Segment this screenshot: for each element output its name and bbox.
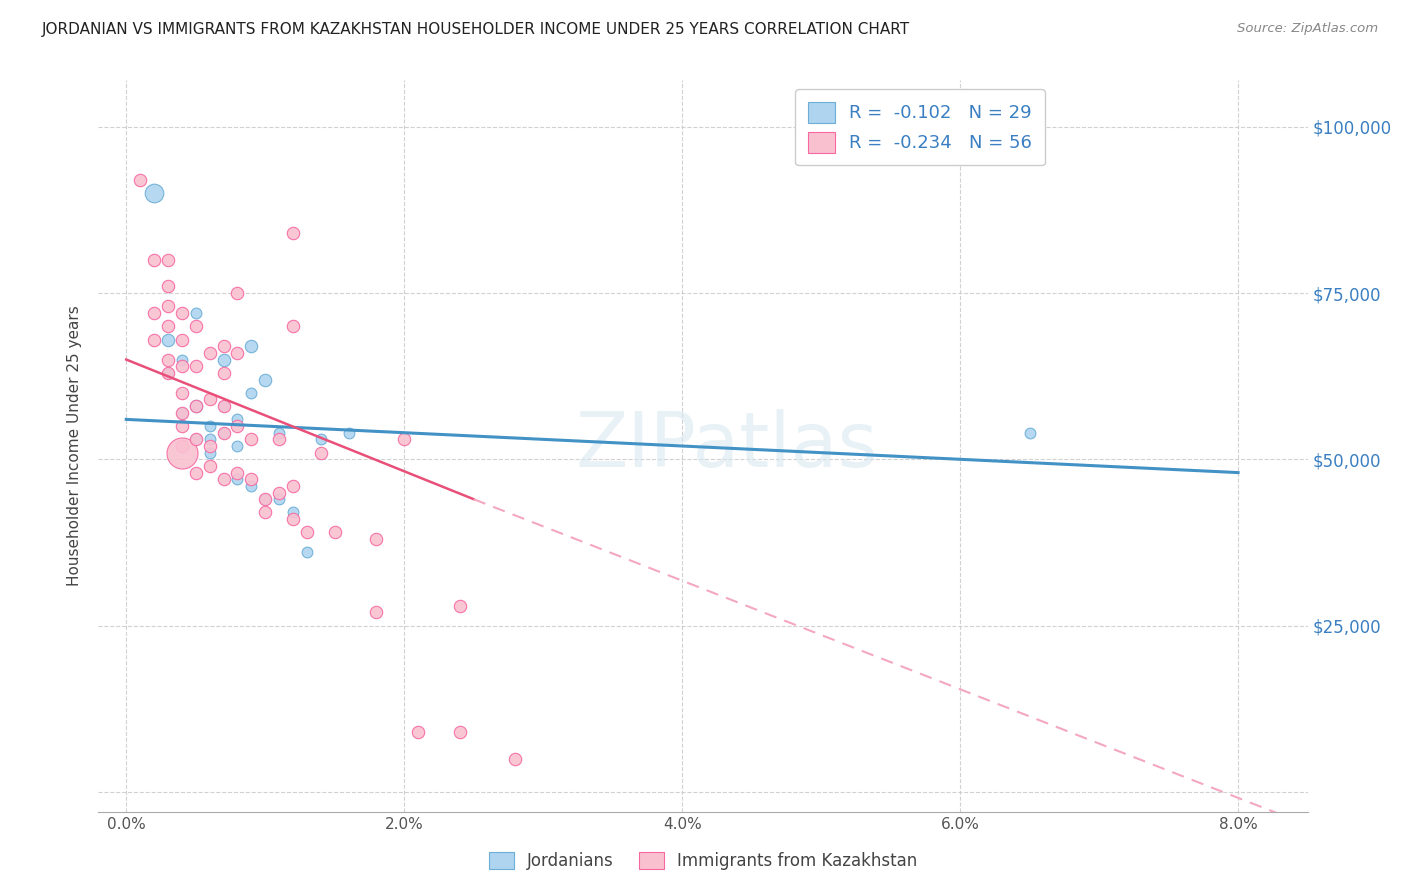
Point	[337, 425, 360, 440]
Point	[156, 252, 179, 267]
Point	[366, 605, 388, 619]
Point	[295, 525, 318, 540]
Point	[170, 406, 193, 420]
Point	[269, 492, 291, 507]
Point	[198, 433, 221, 447]
Point	[212, 366, 235, 380]
Point	[392, 433, 415, 447]
Point	[449, 599, 471, 613]
Point	[143, 306, 166, 320]
Point	[240, 339, 263, 353]
Point	[198, 346, 221, 360]
Point	[212, 472, 235, 486]
Point	[198, 458, 221, 473]
Point	[170, 419, 193, 434]
Point	[184, 359, 207, 374]
Point	[240, 385, 263, 400]
Point	[1018, 425, 1040, 440]
Point	[156, 279, 179, 293]
Point	[269, 433, 291, 447]
Point	[212, 399, 235, 413]
Point	[143, 333, 166, 347]
Point	[170, 333, 193, 347]
Point	[184, 306, 207, 320]
Y-axis label: Householder Income Under 25 years: Householder Income Under 25 years	[67, 306, 83, 586]
Point	[170, 406, 193, 420]
Point	[240, 472, 263, 486]
Point	[198, 445, 221, 459]
Point	[212, 339, 235, 353]
Point	[184, 433, 207, 447]
Point	[269, 425, 291, 440]
Point	[156, 366, 179, 380]
Point	[309, 445, 332, 459]
Point	[156, 366, 179, 380]
Point	[254, 372, 277, 386]
Point	[198, 392, 221, 407]
Point	[170, 439, 193, 453]
Point	[295, 545, 318, 559]
Point	[170, 385, 193, 400]
Point	[240, 433, 263, 447]
Point	[212, 425, 235, 440]
Point	[156, 333, 179, 347]
Text: ZIPatlas: ZIPatlas	[576, 409, 879, 483]
Point	[129, 173, 152, 187]
Point	[309, 433, 332, 447]
Point	[281, 479, 304, 493]
Point	[269, 485, 291, 500]
Point	[170, 352, 193, 367]
Point	[449, 725, 471, 739]
Point	[226, 286, 249, 301]
Point	[143, 186, 166, 201]
Point	[184, 433, 207, 447]
Point	[281, 512, 304, 526]
Point	[198, 419, 221, 434]
Point	[281, 319, 304, 334]
Point	[226, 466, 249, 480]
Point	[156, 299, 179, 313]
Point	[212, 352, 235, 367]
Point	[184, 399, 207, 413]
Point	[226, 412, 249, 426]
Point	[170, 306, 193, 320]
Point	[240, 479, 263, 493]
Point	[281, 226, 304, 240]
Point	[198, 439, 221, 453]
Point	[170, 359, 193, 374]
Point	[156, 352, 179, 367]
Text: JORDANIAN VS IMMIGRANTS FROM KAZAKHSTAN HOUSEHOLDER INCOME UNDER 25 YEARS CORREL: JORDANIAN VS IMMIGRANTS FROM KAZAKHSTAN …	[42, 22, 910, 37]
Point	[366, 532, 388, 546]
Point	[254, 506, 277, 520]
Point	[143, 252, 166, 267]
Point	[170, 445, 193, 459]
Point	[226, 419, 249, 434]
Point	[212, 425, 235, 440]
Point	[226, 439, 249, 453]
Point	[406, 725, 429, 739]
Legend: Jordanians, Immigrants from Kazakhstan: Jordanians, Immigrants from Kazakhstan	[482, 845, 924, 877]
Point	[184, 319, 207, 334]
Point	[254, 492, 277, 507]
Text: Source: ZipAtlas.com: Source: ZipAtlas.com	[1237, 22, 1378, 36]
Point	[226, 346, 249, 360]
Point	[281, 506, 304, 520]
Point	[184, 466, 207, 480]
Point	[226, 472, 249, 486]
Point	[505, 751, 527, 765]
Point	[323, 525, 346, 540]
Point	[212, 399, 235, 413]
Point	[156, 319, 179, 334]
Point	[184, 399, 207, 413]
Point	[254, 492, 277, 507]
